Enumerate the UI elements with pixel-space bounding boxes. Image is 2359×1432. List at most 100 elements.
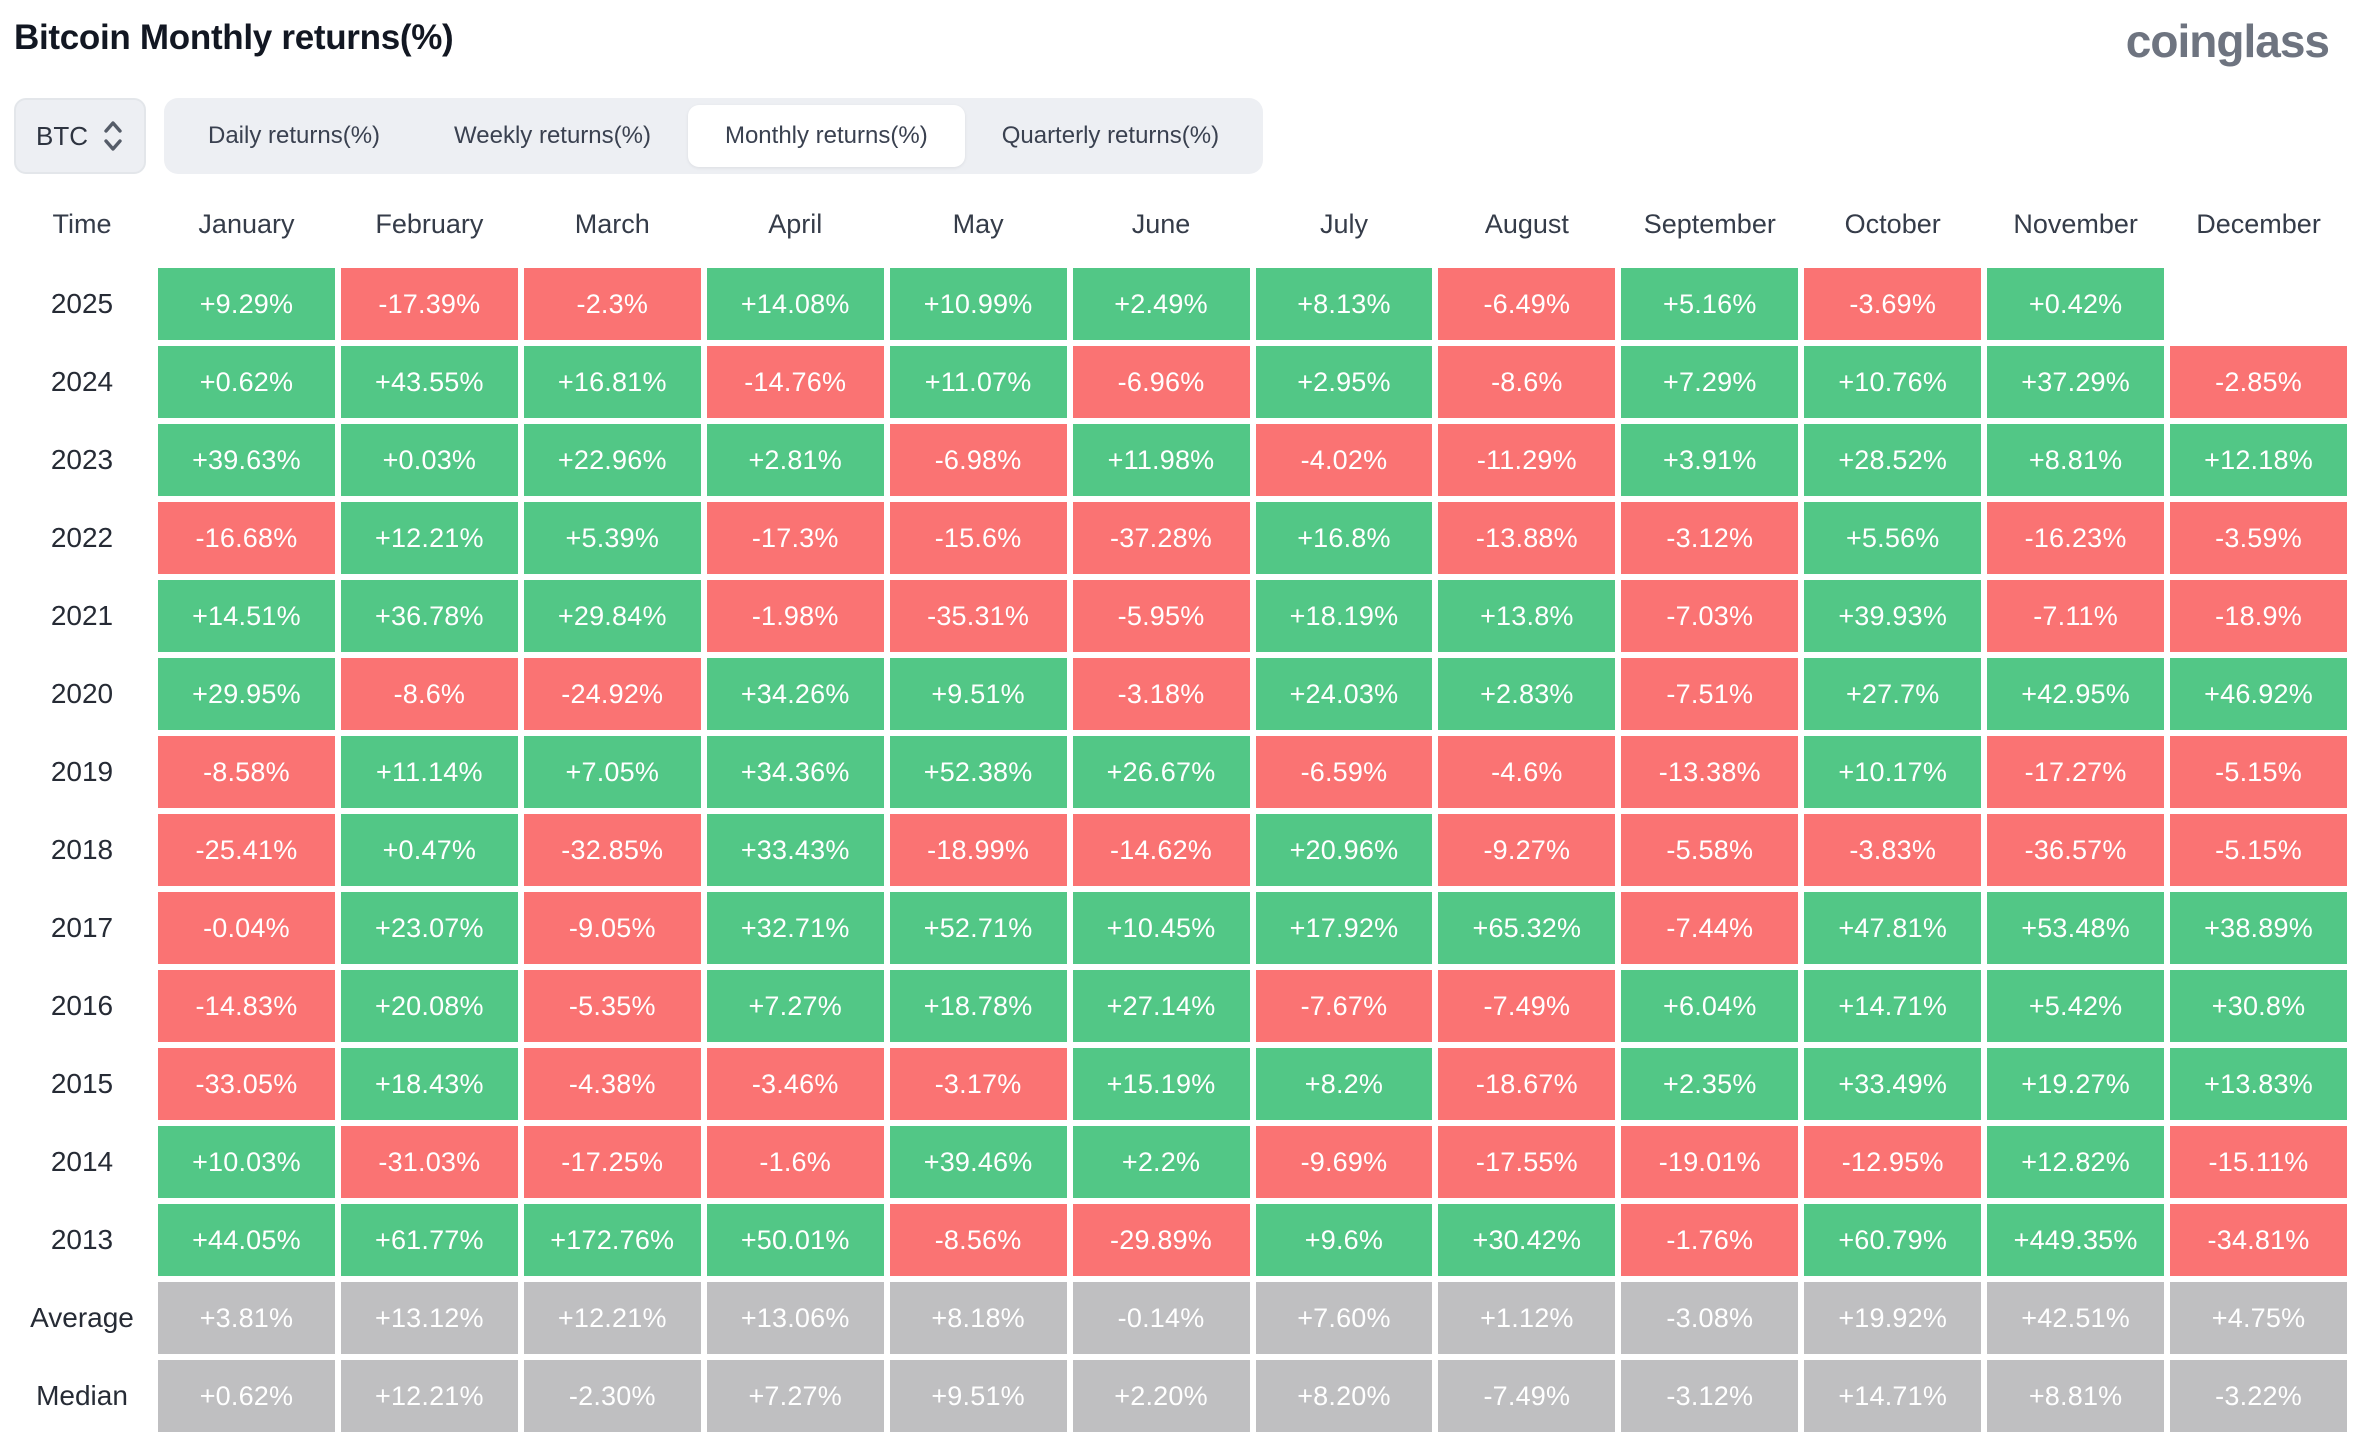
page-header: Bitcoin Monthly returns(%) coinglass	[12, 10, 2347, 64]
tab-quarterly-returns[interactable]: Quarterly returns(%)	[965, 105, 1256, 167]
return-cell: +14.08%	[706, 268, 884, 340]
return-cell: -5.35%	[523, 970, 701, 1042]
return-cell: -1.76%	[1621, 1204, 1799, 1276]
symbol-select[interactable]: BTC	[14, 98, 146, 174]
return-cell: +30.8%	[2170, 970, 2347, 1042]
table-row: 2020 +29.95% -8.6% -24.92% +34.26% +9.51% -3.1…	[12, 658, 2347, 730]
return-cell: -19.01%	[1621, 1126, 1799, 1198]
return-cell: +2.35%	[1621, 1048, 1799, 1120]
table-row: 2013 +44.05% +61.77% +172.76% +50.01% -8.56% -…	[12, 1204, 2347, 1276]
return-cell: -5.15%	[2170, 736, 2347, 808]
return-cell: -29.89%	[1072, 1204, 1250, 1276]
return-cell: +14.71%	[1804, 970, 1982, 1042]
return-cell: +7.05%	[523, 736, 701, 808]
table-row: Average +3.81% +13.12% +12.21% +13.06% +8.18%…	[12, 1282, 2347, 1354]
return-cell: +18.43%	[340, 1048, 518, 1120]
return-cell: -6.96%	[1072, 346, 1250, 418]
return-cell: +8.18%	[889, 1282, 1067, 1354]
return-cell: -36.57%	[1987, 814, 2165, 886]
return-cell: +34.36%	[706, 736, 884, 808]
column-header-month: February	[375, 208, 484, 239]
return-cell: -5.95%	[1072, 580, 1250, 652]
return-cell: +60.79%	[1804, 1204, 1982, 1276]
return-cell: +0.47%	[340, 814, 518, 886]
return-cell: -17.39%	[340, 268, 518, 340]
return-cell: +38.89%	[2170, 892, 2347, 964]
return-cell: +18.19%	[1255, 580, 1433, 652]
return-cell: -31.03%	[340, 1126, 518, 1198]
return-cell: -32.85%	[523, 814, 701, 886]
return-cell: +13.12%	[340, 1282, 518, 1354]
table-row: 2021 +14.51% +36.78% +29.84% -1.98% -35.31% -5…	[12, 580, 2347, 652]
return-cell: -1.98%	[706, 580, 884, 652]
return-cell: -16.68%	[158, 502, 335, 574]
return-cell: -14.62%	[1072, 814, 1250, 886]
row-label: 2024	[50, 366, 114, 397]
return-cell: -17.25%	[523, 1126, 701, 1198]
return-cell: -14.76%	[706, 346, 884, 418]
tab-monthly-returns[interactable]: Monthly returns(%)	[687, 105, 965, 167]
table-header-row: Time January February March April May June July…	[12, 196, 2347, 252]
table-row: 2018 -25.41% +0.47% -32.85% +33.43% -18.99% -1…	[12, 814, 2347, 886]
return-cell: +3.91%	[1621, 424, 1799, 496]
return-cell: -3.83%	[1804, 814, 1982, 886]
table-row: 2015 -33.05% +18.43% -4.38% -3.46% -3.17% +15.…	[12, 1048, 2347, 1120]
return-cell: -8.6%	[340, 658, 518, 730]
return-cell: -7.03%	[1621, 580, 1799, 652]
return-cell: +5.56%	[1804, 502, 1982, 574]
return-cell: +32.71%	[706, 892, 884, 964]
return-cell: -8.6%	[1438, 346, 1616, 418]
row-label: 2017	[50, 912, 114, 943]
return-cell: +47.81%	[1804, 892, 1982, 964]
table-row: Median +0.62% +12.21% -2.30% +7.27% +9.51% +2.…	[12, 1360, 2347, 1432]
return-cell: -24.92%	[523, 658, 701, 730]
return-cell: +7.27%	[706, 1360, 884, 1432]
return-cell: -7.67%	[1255, 970, 1433, 1042]
returns-table: Time January February March April May June July…	[12, 196, 2347, 1432]
table-body: 2025 +9.29% -17.39% -2.3% +14.08% +10.99% +2.4…	[12, 268, 2347, 1432]
return-cell: -15.6%	[889, 502, 1067, 574]
return-cell: +36.78%	[340, 580, 518, 652]
column-header-month: November	[2013, 208, 2138, 239]
return-cell: +39.63%	[158, 424, 335, 496]
return-cell: -13.88%	[1438, 502, 1616, 574]
return-cell: +19.27%	[1987, 1048, 2165, 1120]
row-label: 2016	[50, 990, 114, 1021]
table-row: 2025 +9.29% -17.39% -2.3% +14.08% +10.99% +2.4…	[12, 268, 2347, 340]
return-cell: +13.8%	[1438, 580, 1616, 652]
return-cell: +30.42%	[1438, 1204, 1616, 1276]
return-cell: +3.81%	[158, 1282, 335, 1354]
return-cell: -1.6%	[706, 1126, 884, 1198]
return-cell: +10.76%	[1804, 346, 1982, 418]
return-cell: -2.85%	[2170, 346, 2347, 418]
return-cell: -18.9%	[2170, 580, 2347, 652]
return-cell: -8.58%	[158, 736, 335, 808]
return-cell: +10.17%	[1804, 736, 1982, 808]
return-cell: +26.67%	[1072, 736, 1250, 808]
return-cell: +29.84%	[523, 580, 701, 652]
column-header-month: March	[574, 208, 650, 239]
return-cell: +2.20%	[1072, 1360, 1250, 1432]
row-label: 2020	[50, 678, 114, 709]
return-cell: -34.81%	[2170, 1204, 2347, 1276]
return-cell: +2.95%	[1255, 346, 1433, 418]
row-label: Median	[36, 1380, 128, 1411]
table-row: 2024 +0.62% +43.55% +16.81% -14.76% +11.07% -6…	[12, 346, 2347, 418]
return-cell: +5.16%	[1621, 268, 1799, 340]
return-cell: +13.83%	[2170, 1048, 2347, 1120]
return-cell: +12.82%	[1987, 1126, 2165, 1198]
return-cell: +65.32%	[1438, 892, 1616, 964]
row-label: 2022	[50, 522, 114, 553]
return-cell: -3.22%	[2170, 1360, 2347, 1432]
column-header-month: June	[1131, 208, 1191, 239]
column-header-month: January	[198, 208, 295, 239]
return-cell: +14.71%	[1804, 1360, 1982, 1432]
tab-daily-returns[interactable]: Daily returns(%)	[171, 105, 417, 167]
return-cell: +172.76%	[523, 1204, 701, 1276]
return-cell: +43.55%	[340, 346, 518, 418]
tab-weekly-returns[interactable]: Weekly returns(%)	[417, 105, 688, 167]
return-cell: -5.58%	[1621, 814, 1799, 886]
return-cell: -4.6%	[1438, 736, 1616, 808]
return-cell: -7.51%	[1621, 658, 1799, 730]
return-cell: +22.96%	[523, 424, 701, 496]
